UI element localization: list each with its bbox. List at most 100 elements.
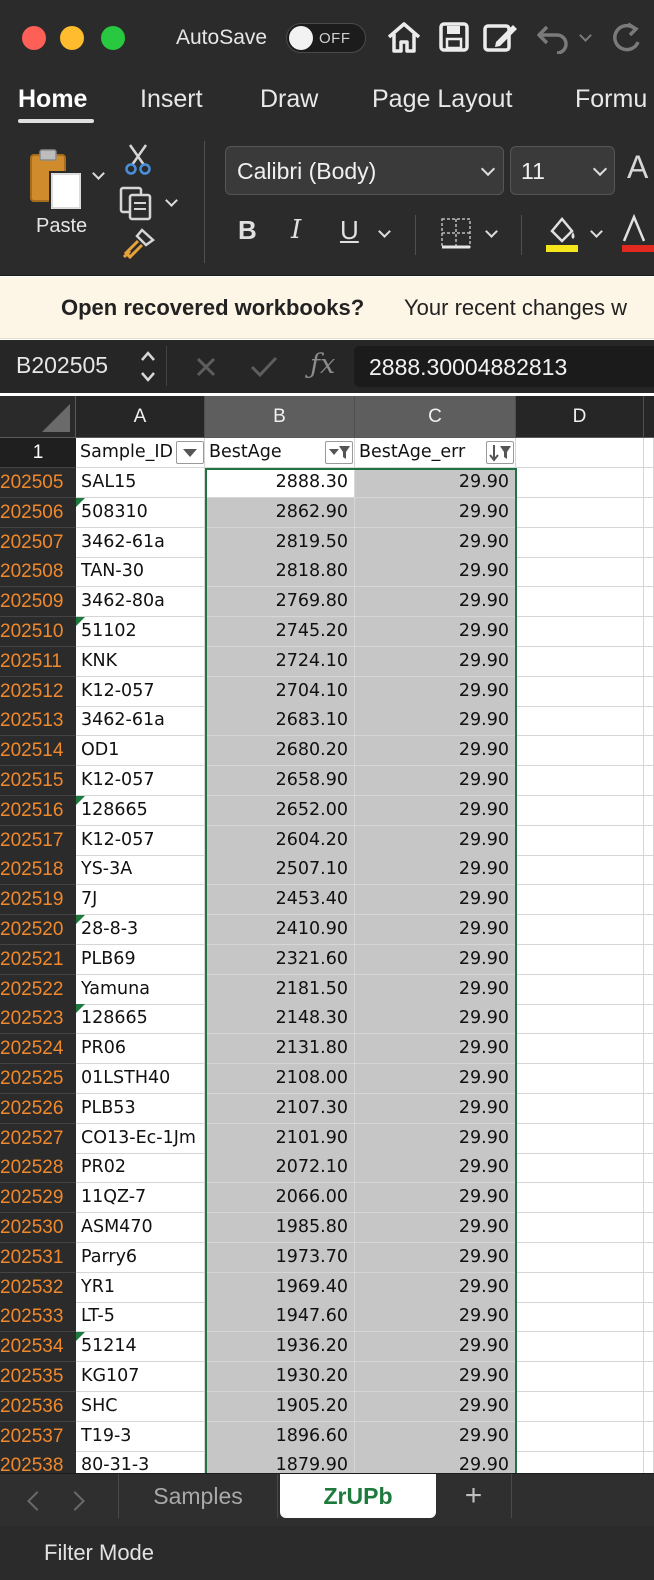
row-header[interactable]: 202527 xyxy=(0,1123,76,1154)
cell[interactable] xyxy=(516,706,644,737)
cell-bestage[interactable]: 2862.90 xyxy=(205,497,355,528)
cell-bestage[interactable]: 1985.80 xyxy=(205,1213,355,1243)
cell-sample-id[interactable]: K12-057 xyxy=(76,676,205,707)
cell-bestage-err[interactable]: 29.90 xyxy=(355,676,516,707)
number-as-text-warning-icon[interactable] xyxy=(76,915,85,924)
cell-bestage[interactable]: 2101.90 xyxy=(205,1123,355,1154)
cell[interactable] xyxy=(644,1242,654,1273)
cell[interactable] xyxy=(516,1451,644,1473)
cell-bestage[interactable]: 1936.20 xyxy=(205,1332,355,1363)
cell[interactable] xyxy=(516,438,644,468)
cell-bestage[interactable]: 1896.60 xyxy=(205,1421,355,1452)
cell[interactable] xyxy=(644,825,654,856)
cell[interactable] xyxy=(644,1272,654,1303)
cell[interactable] xyxy=(516,885,644,916)
cell-bestage[interactable]: 2680.20 xyxy=(205,736,355,767)
cell[interactable] xyxy=(644,1213,654,1243)
row-header[interactable]: 202532 xyxy=(0,1272,76,1303)
cell-bestage-err[interactable]: 29.90 xyxy=(355,974,516,1005)
cell-sample-id[interactable]: SAL15 xyxy=(76,468,205,498)
column-header-e[interactable] xyxy=(644,396,654,438)
row-header[interactable]: 202531 xyxy=(0,1242,76,1273)
cell[interactable] xyxy=(516,1123,644,1154)
cell-bestage-err[interactable]: 29.90 xyxy=(355,1064,516,1094)
sheet-tab-zrupb[interactable]: ZrUPb xyxy=(280,1474,436,1518)
cell[interactable] xyxy=(516,1242,644,1273)
cell[interactable] xyxy=(644,1093,654,1124)
cell-bestage-err[interactable]: 29.90 xyxy=(355,1451,516,1473)
font-size-select[interactable]: 11 xyxy=(510,146,615,195)
cell[interactable] xyxy=(644,497,654,528)
cell-sample-id[interactable]: PLB69 xyxy=(76,944,205,975)
fill-color-icon[interactable] xyxy=(544,213,580,253)
cell[interactable] xyxy=(516,766,644,796)
cell-sample-id[interactable]: K12-057 xyxy=(76,825,205,856)
column-header-c[interactable]: C xyxy=(355,396,516,438)
sheet-tab-samples[interactable]: Samples xyxy=(118,1474,278,1518)
cell-bestage[interactable]: 1973.70 xyxy=(205,1242,355,1273)
cell[interactable] xyxy=(644,915,654,945)
cell[interactable] xyxy=(516,557,644,588)
cell-bestage[interactable]: 1930.20 xyxy=(205,1362,355,1392)
cell[interactable] xyxy=(644,1153,654,1184)
cell-bestage-err[interactable]: 29.90 xyxy=(355,706,516,737)
bold-button[interactable]: B xyxy=(238,215,257,245)
cell-sample-id[interactable]: PR02 xyxy=(76,1153,205,1184)
cell-bestage-err[interactable]: 29.90 xyxy=(355,1183,516,1214)
cell-bestage-err[interactable]: 29.90 xyxy=(355,587,516,618)
number-as-text-warning-icon[interactable] xyxy=(76,1004,85,1014)
cell[interactable] xyxy=(644,1004,654,1035)
number-as-text-warning-icon[interactable] xyxy=(76,497,85,507)
format-painter-icon[interactable] xyxy=(120,227,156,261)
cell[interactable] xyxy=(516,855,644,886)
cell-bestage[interactable]: 2453.40 xyxy=(205,885,355,916)
row-header[interactable]: 202528 xyxy=(0,1153,76,1184)
cell-sample-id[interactable]: KG107 xyxy=(76,1362,205,1392)
tab-insert[interactable]: Insert xyxy=(140,85,203,113)
autosave-toggle[interactable]: OFF xyxy=(286,23,366,53)
paste-icon[interactable] xyxy=(28,147,88,213)
row-header[interactable]: 202510 xyxy=(0,617,76,647)
row-header[interactable]: 202538 xyxy=(0,1451,76,1473)
cell-bestage-err[interactable]: 29.90 xyxy=(355,617,516,647)
cell-bestage[interactable]: 1947.60 xyxy=(205,1302,355,1333)
cell-bestage[interactable]: 2818.80 xyxy=(205,557,355,588)
cell-bestage-err[interactable]: 29.90 xyxy=(355,825,516,856)
cell-sample-id[interactable]: K12-057 xyxy=(76,766,205,796)
row-header[interactable]: 202516 xyxy=(0,795,76,826)
row-header[interactable]: 202529 xyxy=(0,1183,76,1214)
cell[interactable] xyxy=(516,676,644,707)
cell[interactable] xyxy=(644,1183,654,1214)
cell-bestage[interactable]: 2148.30 xyxy=(205,1004,355,1035)
cell-bestage[interactable]: 2683.10 xyxy=(205,706,355,737)
next-sheet-icon[interactable] xyxy=(65,1491,85,1511)
cell[interactable] xyxy=(516,468,644,498)
cell[interactable] xyxy=(644,1421,654,1452)
row-header[interactable]: 202517 xyxy=(0,825,76,856)
cell[interactable] xyxy=(644,617,654,647)
cell-bestage-err[interactable]: 29.90 xyxy=(355,646,516,677)
row-header[interactable]: 202535 xyxy=(0,1362,76,1392)
cell-sample-id[interactable]: 80-31-3 xyxy=(76,1451,205,1473)
filter-active-button[interactable] xyxy=(325,441,353,464)
row-header[interactable]: 202513 xyxy=(0,706,76,737)
tab-draw[interactable]: Draw xyxy=(260,85,319,113)
add-sheet-button[interactable]: + xyxy=(436,1474,512,1518)
cell[interactable] xyxy=(644,766,654,796)
row-header[interactable]: 202518 xyxy=(0,855,76,886)
cell-bestage-err[interactable]: 29.90 xyxy=(355,766,516,796)
cell-bestage-err[interactable]: 29.90 xyxy=(355,527,516,558)
select-all-corner[interactable] xyxy=(0,396,76,438)
formula-input[interactable]: 2888.30004882813 xyxy=(354,346,654,387)
cell-bestage[interactable]: 2704.10 xyxy=(205,676,355,707)
cell[interactable] xyxy=(644,676,654,707)
cell[interactable] xyxy=(644,646,654,677)
cell-sample-id[interactable]: 3462-61a xyxy=(76,706,205,737)
cell[interactable] xyxy=(516,944,644,975)
cell-sample-id[interactable]: Yamuna xyxy=(76,974,205,1005)
cell-sample-id[interactable]: 01LSTH40 xyxy=(76,1064,205,1094)
cell-bestage-err[interactable]: 29.90 xyxy=(355,1421,516,1452)
row-header[interactable]: 202506 xyxy=(0,497,76,528)
cell[interactable] xyxy=(516,497,644,528)
cell-bestage[interactable]: 2769.80 xyxy=(205,587,355,618)
